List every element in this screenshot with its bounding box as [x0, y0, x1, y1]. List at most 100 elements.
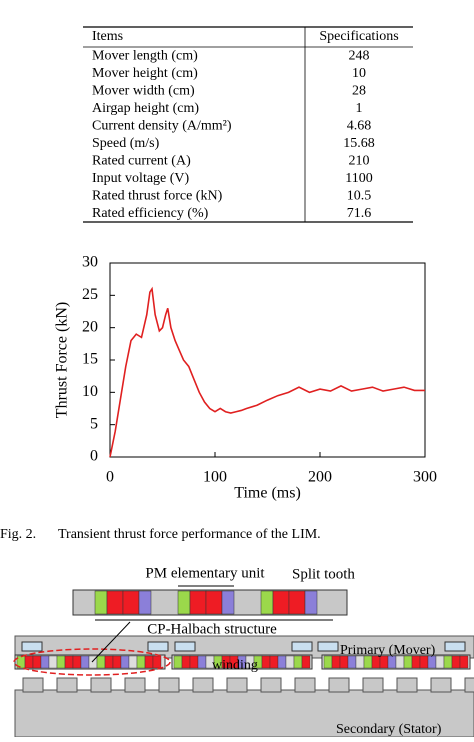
- unit-magnet: [189, 590, 207, 615]
- y-tick-label: 25: [82, 286, 98, 303]
- magnet: [72, 655, 82, 669]
- magnet: [435, 655, 445, 669]
- x-tick-label: 300: [413, 469, 437, 486]
- unit-magnet: [122, 590, 140, 615]
- table-value: 10: [352, 66, 366, 81]
- x-axis-label: Time (ms): [234, 485, 301, 502]
- unit-magnet: [94, 590, 108, 615]
- y-tick-label: 20: [82, 318, 98, 335]
- caption-label: Fig. 2.: [0, 527, 36, 542]
- magnet: [189, 655, 199, 669]
- magnet: [197, 655, 207, 669]
- caption-text: Transient thrust force performance of th…: [58, 527, 321, 542]
- magnet: [64, 655, 74, 669]
- magnet: [56, 655, 66, 669]
- unit-magnet: [106, 590, 124, 615]
- magnet: [301, 655, 311, 669]
- secondary-tooth: [56, 677, 78, 693]
- magnet: [24, 655, 34, 669]
- x-tick-label: 100: [203, 469, 227, 486]
- table-value: 1: [356, 101, 363, 116]
- table-value: 4.68: [347, 119, 372, 134]
- winding-slot: [147, 641, 169, 652]
- winding-slot: [174, 641, 196, 652]
- table-value: 1100: [345, 171, 372, 186]
- table-item: Rated current (A): [92, 154, 191, 169]
- secondary-tooth: [294, 677, 316, 693]
- diagram-label: Secondary (Stator): [336, 722, 442, 737]
- table-header: Items: [92, 29, 123, 44]
- secondary-tooth: [226, 677, 248, 693]
- unit-magnet: [260, 590, 274, 615]
- magnet: [48, 655, 58, 669]
- magnet: [80, 655, 90, 669]
- magnet: [443, 655, 453, 669]
- spec-table: Items Specifications Mover length (cm) 248 M…: [83, 26, 413, 223]
- winding-slot: [317, 641, 339, 652]
- secondary-tooth: [260, 677, 282, 693]
- table-value: 28: [352, 84, 366, 99]
- data-line: [109, 286, 425, 458]
- secondary-tooth: [328, 677, 350, 693]
- unit-magnet: [221, 590, 235, 615]
- magnet: [323, 655, 333, 669]
- magnet: [40, 655, 50, 669]
- table-value: 248: [349, 49, 370, 64]
- table-item: Mover width (cm): [92, 84, 195, 99]
- magnet: [293, 655, 303, 669]
- magnet: [277, 655, 287, 669]
- magnet: [112, 655, 122, 669]
- magnet: [104, 655, 114, 669]
- table-header: Specifications: [319, 29, 398, 44]
- secondary-tooth: [158, 677, 180, 693]
- pointer: [91, 621, 131, 663]
- secondary-tooth: [464, 677, 474, 693]
- diagram-label: winding: [212, 658, 258, 673]
- table-item: Speed (m/s): [92, 136, 160, 151]
- magnet: [269, 655, 279, 669]
- unit-magnet: [272, 590, 290, 615]
- table-value: 15.68: [343, 136, 375, 151]
- unit-magnet: [304, 590, 318, 615]
- magnet: [459, 655, 469, 669]
- table-item: Mover height (cm): [92, 66, 198, 81]
- table-item: Airgap height (cm): [92, 101, 199, 116]
- magnet: [96, 655, 106, 669]
- y-tick-label: 15: [82, 351, 98, 368]
- diagram: PM elementary unit Split tooth CP-Halbach …: [13, 565, 474, 738]
- magnet: [136, 655, 146, 669]
- unit-magnet: [138, 590, 152, 615]
- table-item: Input voltage (V): [92, 171, 190, 186]
- magnet: [144, 655, 154, 669]
- y-tick-label: 10: [82, 383, 98, 400]
- magnet: [285, 655, 295, 669]
- winding-slot: [21, 641, 43, 652]
- unit-magnet: [288, 590, 306, 615]
- secondary-tooth: [90, 677, 112, 693]
- unit-magnet: [205, 590, 223, 615]
- secondary-body: [14, 689, 474, 738]
- y-tick-label: 0: [90, 448, 98, 465]
- winding-slot: [444, 641, 466, 652]
- table-item: Rated thrust force (kN): [92, 189, 223, 204]
- magnet: [181, 655, 191, 669]
- plot-frame: [109, 262, 426, 458]
- secondary-tooth: [192, 677, 214, 693]
- diagram-label: PM elementary unit: [145, 565, 265, 581]
- magnet: [173, 655, 183, 669]
- secondary-tooth: [124, 677, 146, 693]
- secondary-tooth: [362, 677, 384, 693]
- y-axis-label: Thrust Force (kN): [54, 302, 71, 418]
- diagram-label: Split tooth: [292, 566, 355, 582]
- unit-magnet: [177, 590, 191, 615]
- secondary-tooth: [430, 677, 452, 693]
- magnet: [32, 655, 42, 669]
- x-tick-label: 200: [308, 469, 332, 486]
- magnet: [152, 655, 162, 669]
- magnet: [261, 655, 271, 669]
- highlight-ellipse: [13, 648, 171, 676]
- y-tick-label: 5: [90, 415, 98, 432]
